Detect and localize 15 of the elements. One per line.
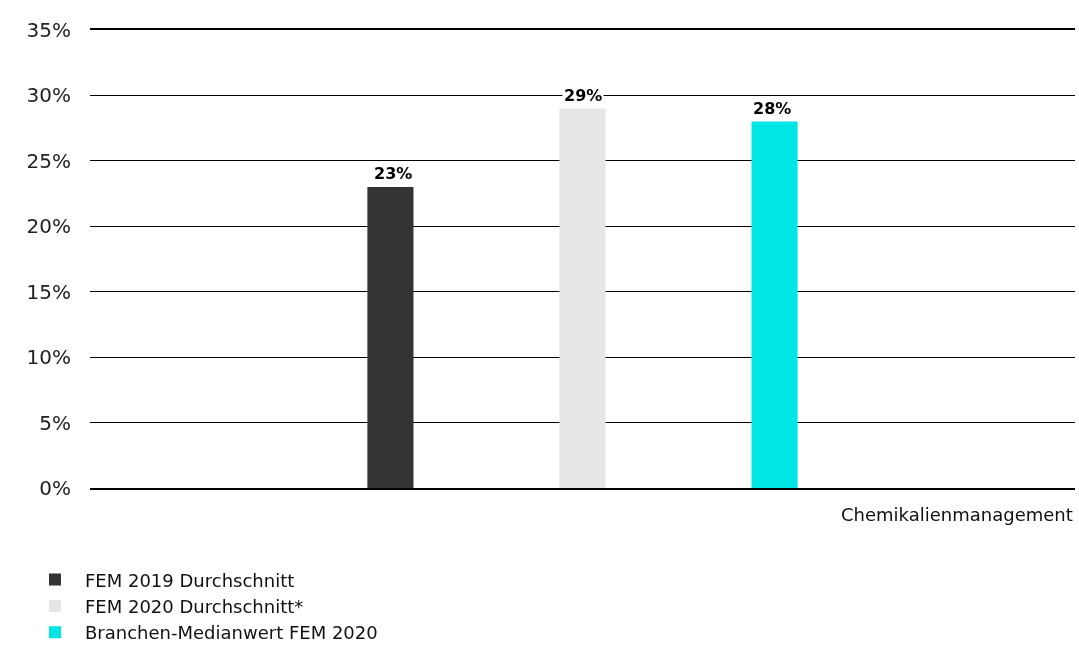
- y-tick-label: 15%: [26, 279, 71, 304]
- data-label: 28%: [753, 99, 792, 118]
- y-tick-label: 35%: [26, 18, 71, 42]
- y-tick-label: 5%: [39, 410, 71, 435]
- legend-label: Branchen-Medianwert FEM 2020: [84, 622, 378, 644]
- y-tick-label: 0%: [39, 476, 71, 500]
- y-tick-label: 30%: [26, 83, 71, 108]
- data-label: 29%: [564, 86, 603, 105]
- x-axis-title: Chemikalienmanagement: [841, 504, 1073, 525]
- y-tick-label: 25%: [26, 148, 71, 173]
- legend-label: FEM 2019 Durchschnitt: [84, 569, 295, 591]
- legend-label: FEM 2020 Durchschnitt*: [84, 595, 304, 617]
- y-tick-label: 10%: [26, 345, 71, 370]
- data-label: 23%: [374, 164, 413, 183]
- y-tick-label: 20%: [26, 214, 71, 239]
